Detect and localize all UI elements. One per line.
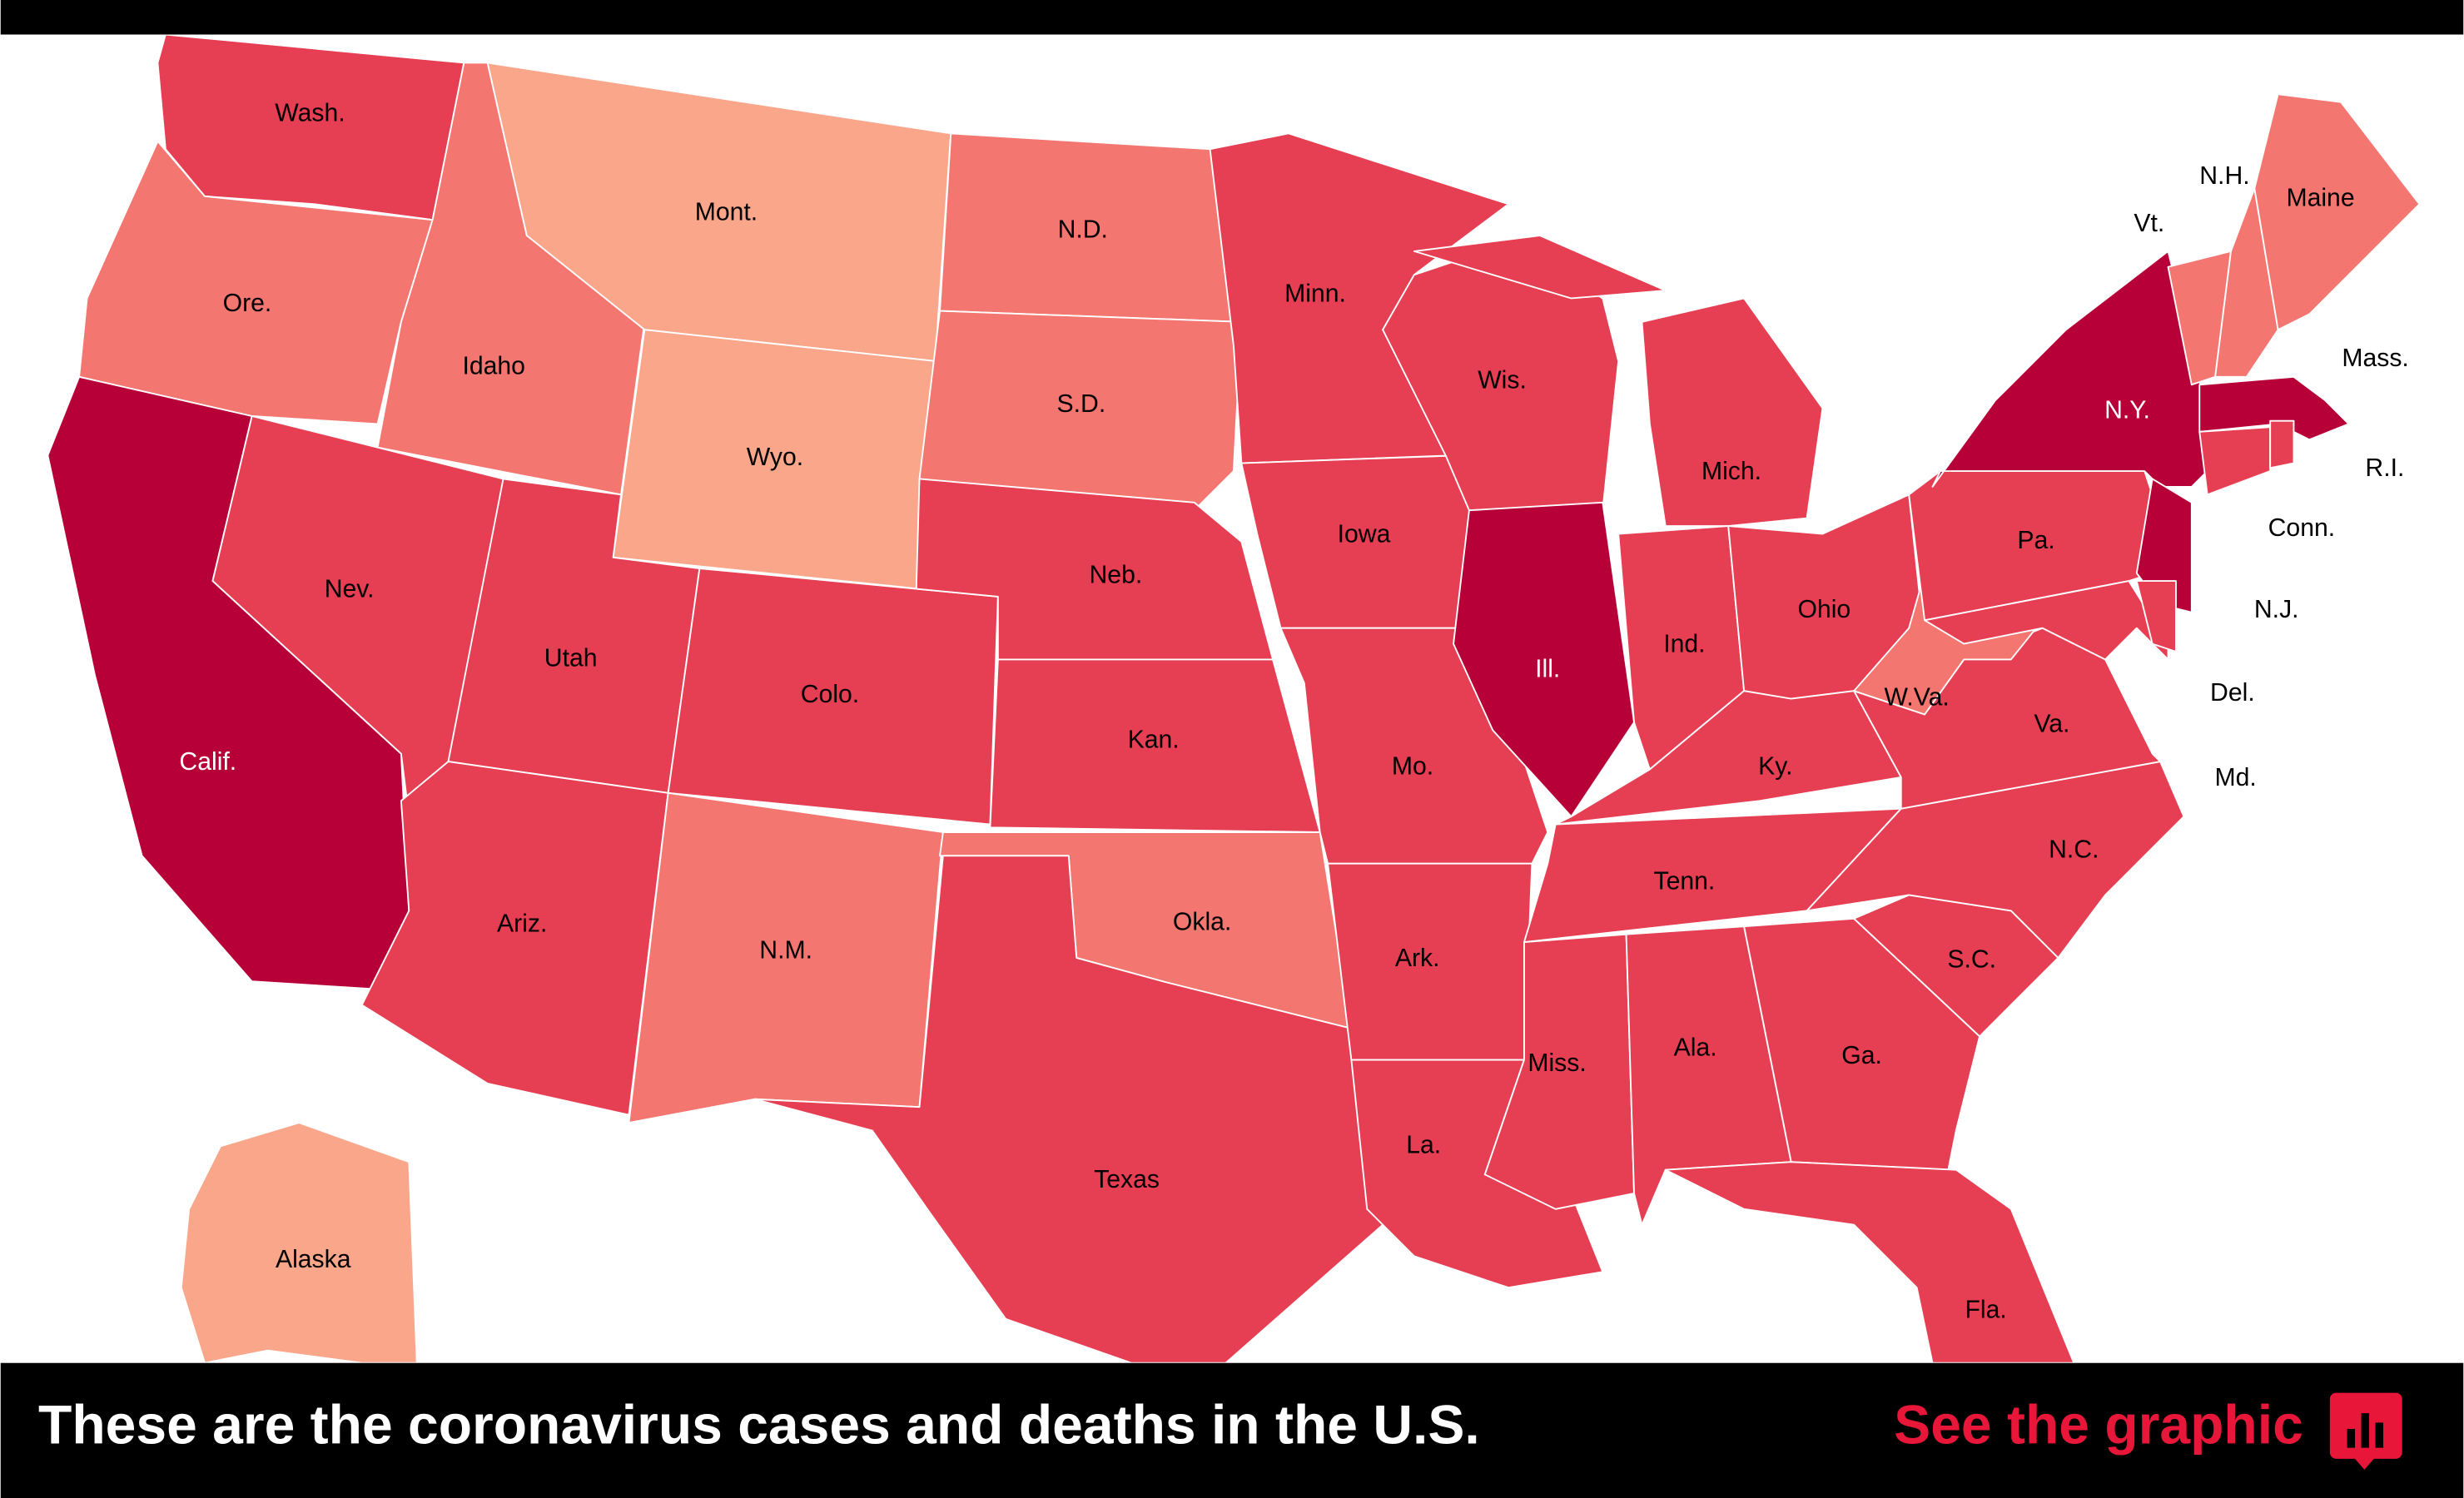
- see-graphic-link[interactable]: See the graphic: [1894, 1393, 2303, 1455]
- state-label: Wyo.: [747, 444, 803, 471]
- state-label: Miss.: [1528, 1049, 1586, 1077]
- state-label: Fla.: [1965, 1296, 2007, 1323]
- footer-headline: These are the coronavirus cases and deat…: [38, 1393, 1480, 1455]
- state-label: Mass.: [2342, 345, 2408, 372]
- state-label: Alaska: [276, 1246, 351, 1273]
- state-label: N.H.: [2199, 162, 2249, 190]
- state-label: Vt.: [2134, 210, 2164, 237]
- state-label: S.D.: [1057, 390, 1106, 418]
- state-shape: [2269, 419, 2295, 469]
- state-label: Md.: [2215, 764, 2257, 791]
- state-label: Va.: [2034, 711, 2069, 738]
- state-shape: [180, 1122, 418, 1364]
- state-label: Wis.: [1478, 366, 1527, 394]
- state-label: Conn.: [2268, 514, 2336, 542]
- state-label: Pa.: [2017, 527, 2054, 554]
- state-label: Neb.: [1090, 561, 1143, 588]
- state-shape: [667, 568, 999, 826]
- state-shape: [2253, 93, 2421, 331]
- state-label: La.: [1406, 1131, 1441, 1158]
- state-label: Kan.: [1128, 727, 1180, 754]
- state-label: Ill.: [1535, 656, 1560, 683]
- state-label: Nev.: [325, 575, 375, 603]
- state-label: Ind.: [1663, 630, 1705, 657]
- state-label: Mo.: [1392, 753, 1433, 781]
- state-label: Colo.: [801, 681, 859, 708]
- state-label: Ore.: [223, 290, 272, 317]
- state-label: Maine: [2286, 185, 2354, 212]
- state-label: Ohio: [1797, 596, 1850, 623]
- footer-bar: [0, 1362, 2464, 1498]
- state-label: N.C.: [2049, 836, 2099, 864]
- graphic-icon[interactable]: [2329, 1392, 2402, 1471]
- state-label: Mich.: [1701, 458, 1761, 485]
- top-bar: [0, 0, 2464, 35]
- state-label: Mont.: [695, 199, 758, 226]
- state-label: Iowa: [1338, 520, 1391, 548]
- state-label: Tenn.: [1653, 867, 1715, 895]
- state-shape: [1413, 235, 1824, 528]
- state-label: Idaho: [462, 352, 525, 379]
- state-shape: [2198, 426, 2272, 496]
- state-label: R.I.: [2365, 454, 2404, 482]
- state-label: Utah: [544, 644, 598, 672]
- state-label: N.Y.: [2104, 396, 2150, 424]
- state-shape: [1523, 807, 1902, 944]
- state-label: S.C.: [1947, 946, 1996, 974]
- state-label: Ala.: [1674, 1034, 1717, 1061]
- state-shape: [1382, 242, 1620, 512]
- state-shape: [156, 33, 465, 221]
- state-label: Del.: [2210, 679, 2255, 707]
- map-labels: Wash. Ore. Calif. Idaho Nev. Mont. Wyo. Utah Ari…: [179, 100, 2408, 1324]
- state-label: Minn.: [1284, 280, 1346, 308]
- state-shape: [918, 310, 1243, 512]
- state-label: Texas: [1094, 1166, 1160, 1193]
- state-label: N.M.: [759, 936, 812, 964]
- state-label: Ark.: [1395, 945, 1440, 972]
- state-label: N.D.: [1058, 216, 1108, 243]
- state-label: Calif.: [179, 748, 236, 776]
- state-label: N.J.: [2254, 596, 2299, 623]
- state-label: Ky.: [1758, 753, 1792, 781]
- state-shape: [2135, 580, 2177, 652]
- state-shape: [78, 140, 434, 425]
- map: [47, 33, 2421, 1364]
- state-label: Okla.: [1173, 908, 1231, 935]
- state-label: Wash.: [275, 100, 345, 127]
- state-label: W.Va.: [1885, 684, 1950, 712]
- state-label: Ariz.: [497, 910, 547, 937]
- state-label: Ga.: [1841, 1042, 1882, 1069]
